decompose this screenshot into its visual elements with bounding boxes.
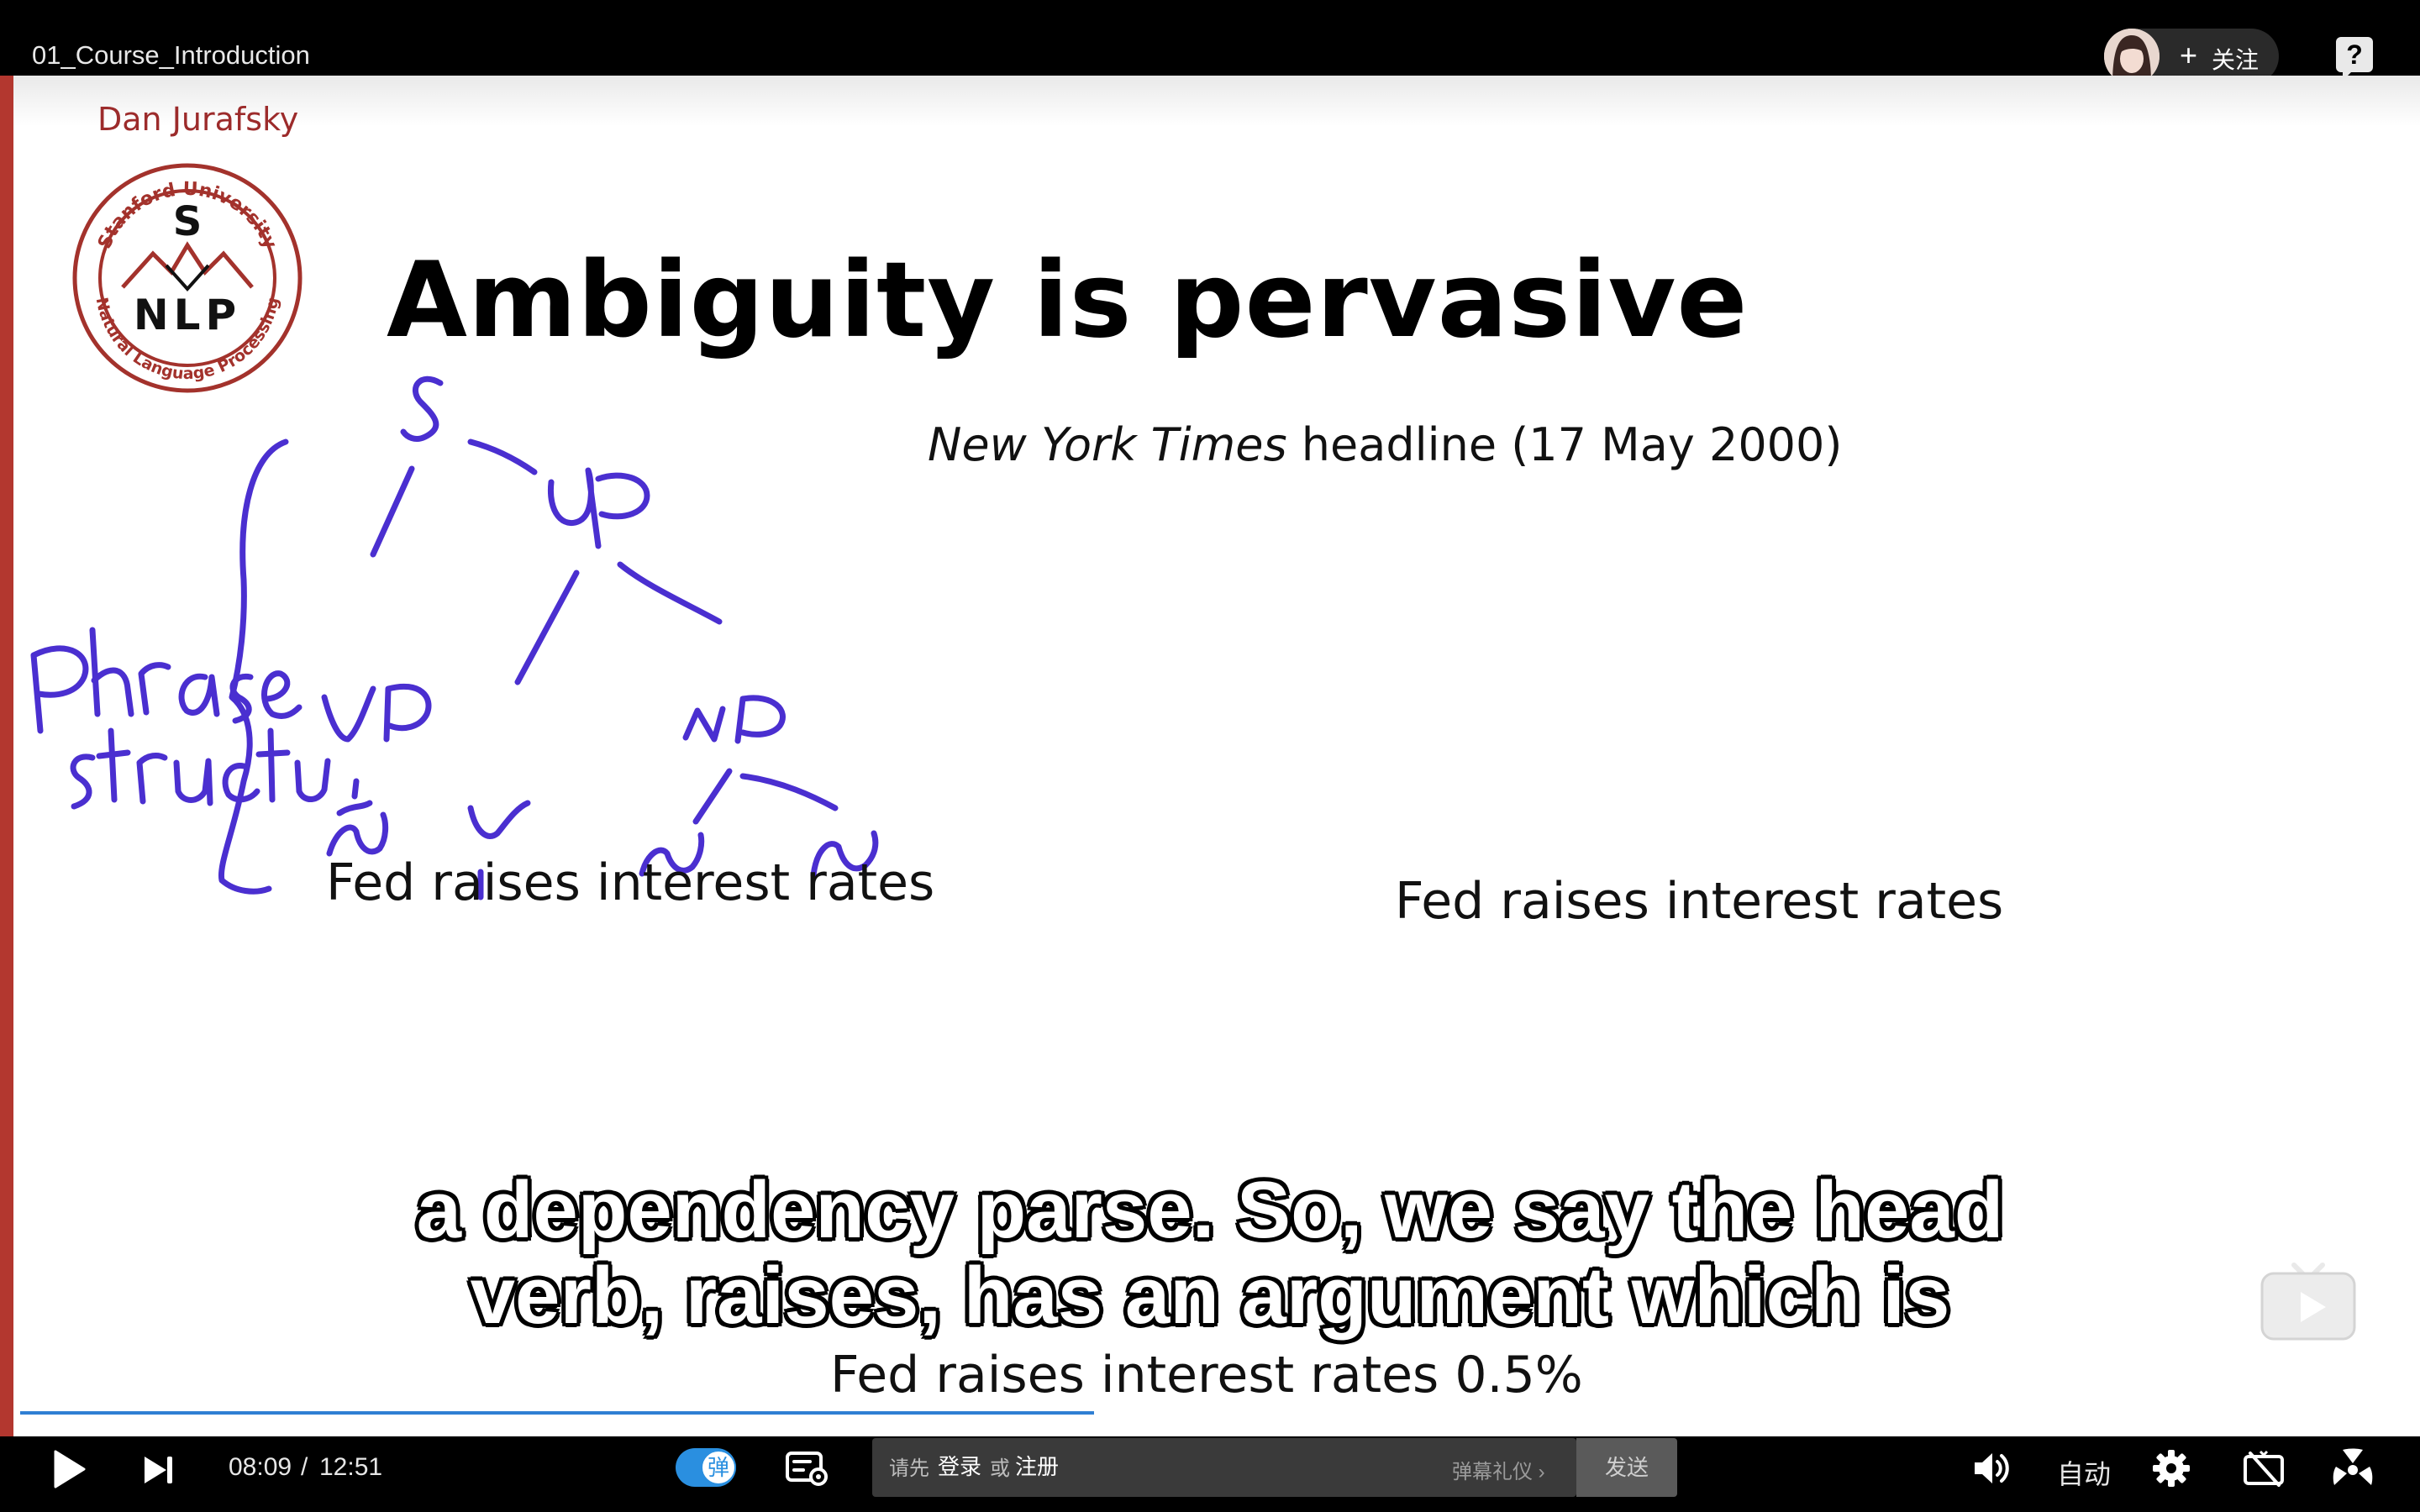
logo-letters-nlp: NLP xyxy=(134,291,241,339)
help-icon[interactable]: ? xyxy=(2336,37,2373,81)
plus-icon: + xyxy=(2180,38,2198,72)
handwritten-parse-tree xyxy=(30,375,879,900)
slide-author: Dan Jurafsky xyxy=(97,101,299,138)
subtitle: a dependency parse. So, we say the head … xyxy=(0,1168,2420,1339)
input-or: 或 xyxy=(990,1457,1010,1480)
fullscreen-icon[interactable] xyxy=(2331,1446,2375,1490)
slide-title: Ambiguity is pervasive xyxy=(387,240,1749,361)
stanford-nlp-logo: Stanford University Natural Language Pro… xyxy=(72,163,302,393)
picture-in-picture-icon[interactable] xyxy=(2242,1450,2286,1488)
sentence-right: Fed raises interest rates xyxy=(1395,872,2004,931)
headline-source: New York Times headline (17 May 2000) xyxy=(928,418,1842,471)
slide-accent-bar xyxy=(0,76,13,1436)
danmaku-toggle-knob[interactable]: 弹 xyxy=(701,1450,736,1485)
time-total: 12:51 xyxy=(319,1453,383,1481)
send-button[interactable]: 发送 xyxy=(1576,1438,1677,1497)
follow-label[interactable]: 关注 xyxy=(2212,47,2260,73)
play-icon[interactable] xyxy=(47,1448,89,1490)
top-bar xyxy=(0,0,2420,76)
danmaku-etiquette-link[interactable]: 弹幕礼仪 › xyxy=(1452,1461,1545,1483)
register-link[interactable]: 注册 xyxy=(1015,1454,1060,1479)
subtitle-line-1: a dependency parse. So, we say the head xyxy=(416,1165,2004,1255)
sentence-bottom: Fed raises interest rates 0.5% xyxy=(830,1346,1583,1404)
volume-icon[interactable] xyxy=(1971,1448,2012,1488)
avatar[interactable] xyxy=(2104,29,2160,84)
video-title: 01_Course_Introduction xyxy=(32,40,310,70)
danmaku-settings-icon[interactable] xyxy=(785,1450,829,1487)
danmaku-input[interactable] xyxy=(872,1438,1576,1497)
slide-header-shade xyxy=(13,76,2420,126)
login-link[interactable]: 登录 xyxy=(938,1454,982,1479)
headline-source-rest: headline (17 May 2000) xyxy=(1286,418,1843,471)
subtitle-line-2: verb, raises, has an argument which is xyxy=(470,1251,1950,1341)
video-frame[interactable]: Dan Jurafsky Stanford University Natural… xyxy=(0,76,2420,1436)
gear-icon[interactable] xyxy=(2151,1448,2191,1488)
quality-selector[interactable]: 自动 xyxy=(2057,1459,2112,1489)
headline-source-italic: New York Times xyxy=(928,418,1287,471)
time-separator: / xyxy=(301,1453,308,1481)
sentence-left: Fed raises interest rates xyxy=(326,853,935,912)
progress-fill[interactable] xyxy=(20,1411,1094,1415)
input-prefix: 请先 xyxy=(889,1457,929,1480)
time-current: 08:09 xyxy=(229,1453,292,1481)
mini-play-icon[interactable] xyxy=(2259,1260,2358,1344)
next-icon[interactable] xyxy=(139,1452,176,1488)
logo-letter-s: S xyxy=(173,198,203,245)
